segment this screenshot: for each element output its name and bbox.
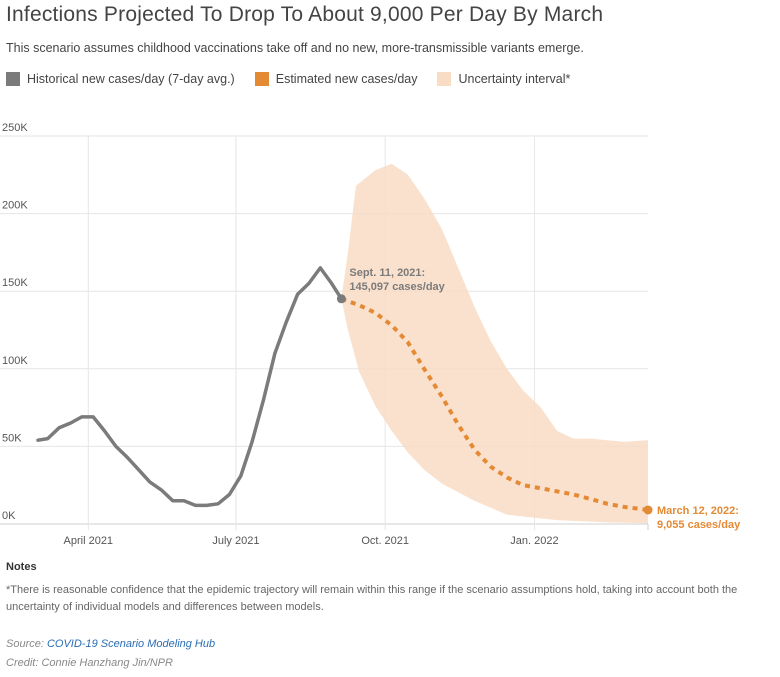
data-label-sept: Sept. 11, 2021:	[349, 267, 425, 279]
credit-line: Credit: Connie Hanzhang Jin/NPR	[6, 657, 173, 669]
uncertainty-band	[341, 163, 648, 524]
source-line: Source: COVID-19 Scenario Modeling Hub	[6, 638, 215, 650]
line-chart: 0K 50K 100K 150K 200K 250K April 2021 July 2021…	[0, 122, 741, 547]
y-tick-label: 100K	[2, 355, 28, 367]
source-link[interactable]: COVID-19 Scenario Modeling Hub	[46, 638, 216, 650]
source-label: Source:	[6, 638, 47, 650]
x-tick-label: Oct. 2021	[361, 535, 409, 547]
x-tick-label: July 2021	[212, 535, 259, 547]
chart-subtitle: This scenario assumes childhood vaccinat…	[6, 41, 584, 55]
point-marker-sept	[336, 294, 346, 304]
legend-item-historical: Historical new cases/day (7-day avg.)	[6, 72, 235, 86]
legend-swatch-historical	[6, 72, 20, 86]
data-label-march: 9,055 cases/day	[657, 519, 741, 531]
legend: Historical new cases/day (7-day avg.) Es…	[6, 70, 590, 88]
y-tick-label: 200K	[2, 200, 28, 212]
point-marker-march	[643, 505, 653, 515]
y-tick-label: 150K	[2, 277, 28, 289]
legend-item-estimated: Estimated new cases/day	[254, 72, 418, 86]
notes-heading: Notes	[6, 561, 37, 573]
x-tick-label: Jan. 2022	[510, 535, 558, 547]
legend-swatch-estimated	[254, 72, 269, 86]
legend-label-estimated: Estimated new cases/day	[275, 72, 418, 86]
legend-swatch-interval	[437, 72, 452, 86]
chart-title: Infections Projected To Drop To About 9,…	[6, 3, 604, 26]
notes-text: *There is reasonable confidence that the…	[6, 584, 738, 613]
y-tick-label: 250K	[2, 122, 28, 134]
data-label-march: March 12, 2022:	[657, 505, 739, 517]
data-label-sept: 145,097 cases/day	[349, 281, 445, 293]
legend-label-interval: Uncertainty interval*	[458, 72, 571, 86]
series-line-estimated	[340, 296, 649, 512]
y-tick-label: 50K	[2, 432, 22, 444]
legend-label-historical: Historical new cases/day (7-day avg.)	[27, 72, 235, 86]
x-tick-label: April 2021	[64, 535, 114, 547]
y-tick-label: 0K	[2, 510, 16, 522]
legend-item-interval: Uncertainty interval*	[437, 72, 570, 86]
series-line-historical	[36, 266, 344, 508]
